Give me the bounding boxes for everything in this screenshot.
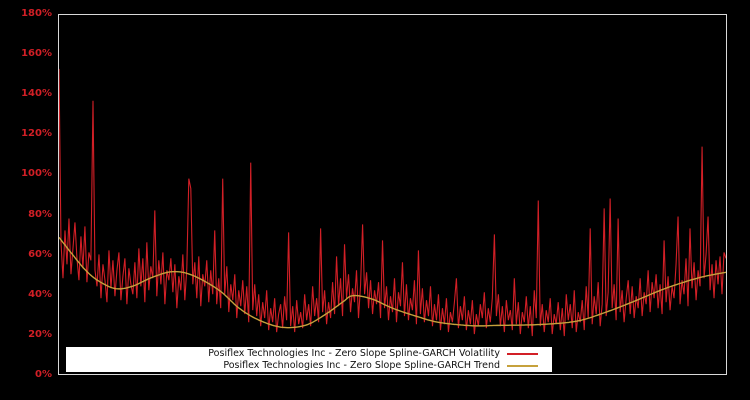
legend-line-sample-icon xyxy=(507,364,538,367)
volatility-series-line xyxy=(59,68,726,337)
legend-entry-label: Posiflex Technologies Inc - Zero Slope S… xyxy=(208,347,500,359)
y-tick-label: 40% xyxy=(28,288,52,300)
legend-line-sample-icon xyxy=(507,352,538,355)
y-tick-label: 140% xyxy=(21,88,52,100)
y-tick-label: 180% xyxy=(21,8,52,19)
trend-series-line xyxy=(59,236,726,329)
legend-entry: Posiflex Technologies Inc - Zero Slope S… xyxy=(66,348,552,360)
y-tick-label: 60% xyxy=(28,248,52,260)
y-tick-label: 100% xyxy=(21,168,52,180)
legend-box: Posiflex Technologies Inc - Zero Slope S… xyxy=(66,347,552,372)
y-tick-label: 80% xyxy=(28,208,52,220)
y-tick-label: 20% xyxy=(28,328,52,340)
plot-svg xyxy=(59,68,726,337)
legend-entry: Posiflex Technologies Inc - Zero Slope S… xyxy=(66,360,552,372)
plot-frame xyxy=(58,14,727,375)
legend-entry-label: Posiflex Technologies Inc - Zero Slope S… xyxy=(223,359,500,371)
y-tick-label: 160% xyxy=(21,48,52,60)
y-tick-label: 120% xyxy=(21,128,52,140)
y-tick-label: 0% xyxy=(35,369,52,380)
